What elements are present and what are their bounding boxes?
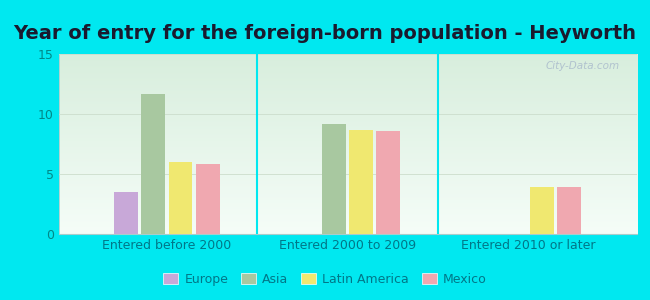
Bar bbox=[350, 130, 373, 234]
Bar bbox=[322, 124, 346, 234]
Bar bbox=[530, 187, 554, 234]
Bar bbox=[114, 192, 138, 234]
Text: City-Data.com: City-Data.com bbox=[545, 61, 619, 71]
Bar bbox=[557, 187, 581, 234]
Text: Year of entry for the foreign-born population - Heyworth: Year of entry for the foreign-born popul… bbox=[14, 24, 636, 43]
Bar bbox=[196, 164, 220, 234]
Bar bbox=[168, 162, 192, 234]
Bar bbox=[142, 94, 165, 234]
Legend: Europe, Asia, Latin America, Mexico: Europe, Asia, Latin America, Mexico bbox=[159, 268, 491, 291]
Bar bbox=[376, 131, 400, 234]
